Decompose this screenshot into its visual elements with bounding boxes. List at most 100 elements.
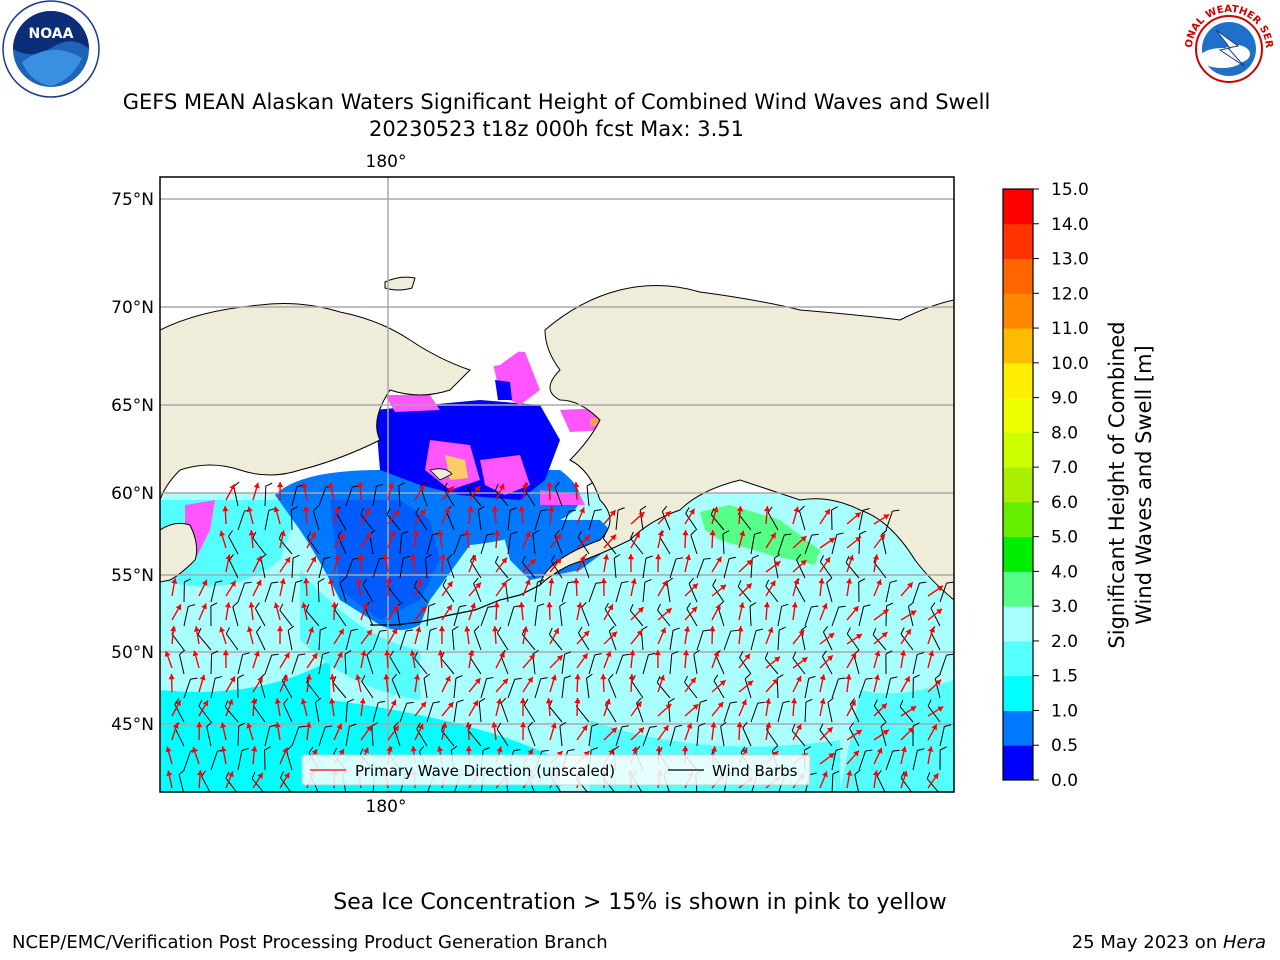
wind-barb-flag	[729, 556, 737, 560]
wind-barb	[854, 774, 860, 792]
wind-barb	[684, 681, 698, 699]
colorbar-segment	[1003, 501, 1033, 538]
wind-barb-flag	[835, 747, 843, 751]
wind-barb-flag	[190, 677, 198, 680]
wind-barb	[819, 561, 833, 579]
wave-arrow-head	[634, 532, 640, 539]
wave-arrow-head	[548, 506, 555, 512]
wave-arrow-head	[357, 554, 365, 560]
wave-arrow-head	[447, 581, 453, 588]
wave-arrow-head	[386, 746, 393, 752]
wind-barb	[578, 632, 590, 651]
wind-barb	[930, 607, 941, 627]
wind-barb	[426, 702, 434, 723]
wave-arrow-head	[385, 578, 392, 584]
wind-barb	[507, 534, 512, 555]
wind-barb-flag	[456, 699, 464, 703]
wind-barb	[615, 510, 619, 531]
wind-barb	[534, 582, 538, 603]
wave-arrow-head	[574, 698, 581, 704]
wind-barb	[804, 606, 812, 627]
wind-barb-flag	[233, 481, 240, 487]
wind-barb	[534, 606, 539, 627]
wave-arrow-head	[225, 554, 232, 560]
wind-barb-flag	[826, 577, 833, 584]
arctic-ocean	[160, 177, 954, 370]
wind-barb-flag	[532, 649, 539, 655]
wave-arrow-head	[709, 626, 716, 632]
wind-barb	[777, 630, 780, 651]
wind-barb-flag	[214, 676, 222, 679]
wind-barb-flag	[919, 581, 927, 584]
wave-arrow-head	[175, 700, 181, 707]
wind-barb	[480, 678, 487, 699]
wind-barb	[608, 679, 617, 699]
wind-barb	[291, 558, 294, 579]
wind-barb-flag	[782, 700, 790, 704]
wave-arrow-head	[439, 554, 446, 560]
wind-barb-flag	[265, 482, 273, 487]
wave-arrow-head	[518, 602, 525, 608]
wave-arrow-head	[774, 561, 781, 567]
wind-barb	[287, 630, 293, 651]
wind-barb	[723, 631, 732, 651]
wave-arrow-head	[520, 722, 527, 728]
colorbar-tick-label: 0.5	[1051, 736, 1078, 756]
colorbar-label: Significant Height of Combined Wind Wave…	[1105, 321, 1156, 648]
wind-barb	[318, 726, 326, 747]
wave-arrow-head	[767, 627, 774, 634]
wind-barb	[264, 510, 270, 531]
wind-barb	[669, 726, 676, 747]
wind-barb-flag	[494, 555, 499, 563]
wind-barb	[473, 583, 482, 603]
wind-barb	[237, 750, 243, 771]
wave-arrow-head	[745, 583, 752, 590]
wind-barb-flag	[757, 701, 765, 704]
colorbar-tick-label: 4.0	[1051, 562, 1078, 582]
wind-barb	[360, 513, 374, 531]
wind-barb-flag	[366, 649, 373, 656]
wave-arrow-head	[355, 578, 362, 584]
noaa-logo-text: NOAA	[29, 26, 74, 42]
wave-arrow-head	[609, 510, 616, 517]
wave-arrow-head	[274, 722, 281, 728]
colorbar-tick-label: 14.0	[1051, 215, 1089, 235]
wind-barb	[715, 655, 725, 675]
wind-barb-flag	[473, 577, 479, 584]
wind-barb	[494, 490, 509, 507]
wave-arrow-head	[171, 578, 178, 584]
wind-barb	[659, 536, 671, 555]
wave-arrow-head	[604, 698, 611, 705]
wind-barb	[399, 630, 407, 651]
wind-barb-flag	[771, 745, 778, 752]
wave-arrow-head	[628, 674, 635, 680]
wind-barb-flag	[201, 770, 207, 777]
wind-barb	[306, 681, 320, 699]
wind-barb	[534, 678, 542, 699]
wave-arrow-head	[845, 674, 852, 680]
wind-barb-flag	[863, 604, 871, 608]
wind-barb-flag	[541, 749, 549, 752]
wind-barb	[831, 534, 838, 555]
wind-barb-flag	[693, 649, 700, 655]
chart-subtitle: 20230523 t18z 000h fcst Max: 3.51	[369, 117, 744, 141]
wave-band	[160, 660, 330, 792]
wave-arrow-head	[793, 506, 800, 513]
wind-barb	[453, 535, 462, 555]
wave-arrow-head	[824, 508, 830, 515]
wind-barb	[615, 582, 622, 603]
wind-barb-flag	[784, 533, 792, 536]
wind-barb	[228, 536, 239, 555]
wind-barb	[345, 702, 348, 723]
wind-barb	[773, 558, 779, 579]
wind-barb-flag	[656, 675, 661, 683]
wind-barb-flag	[350, 628, 359, 632]
wave-arrow-head	[501, 581, 507, 588]
wind-barb-flag	[934, 673, 941, 679]
wind-barb	[561, 582, 569, 603]
wave-arrow-head	[573, 482, 580, 488]
wind-barb-flag	[684, 675, 688, 683]
wave-arrow-head	[282, 747, 288, 754]
wind-barb	[794, 584, 806, 603]
lon-label-top: 180°	[366, 152, 407, 172]
